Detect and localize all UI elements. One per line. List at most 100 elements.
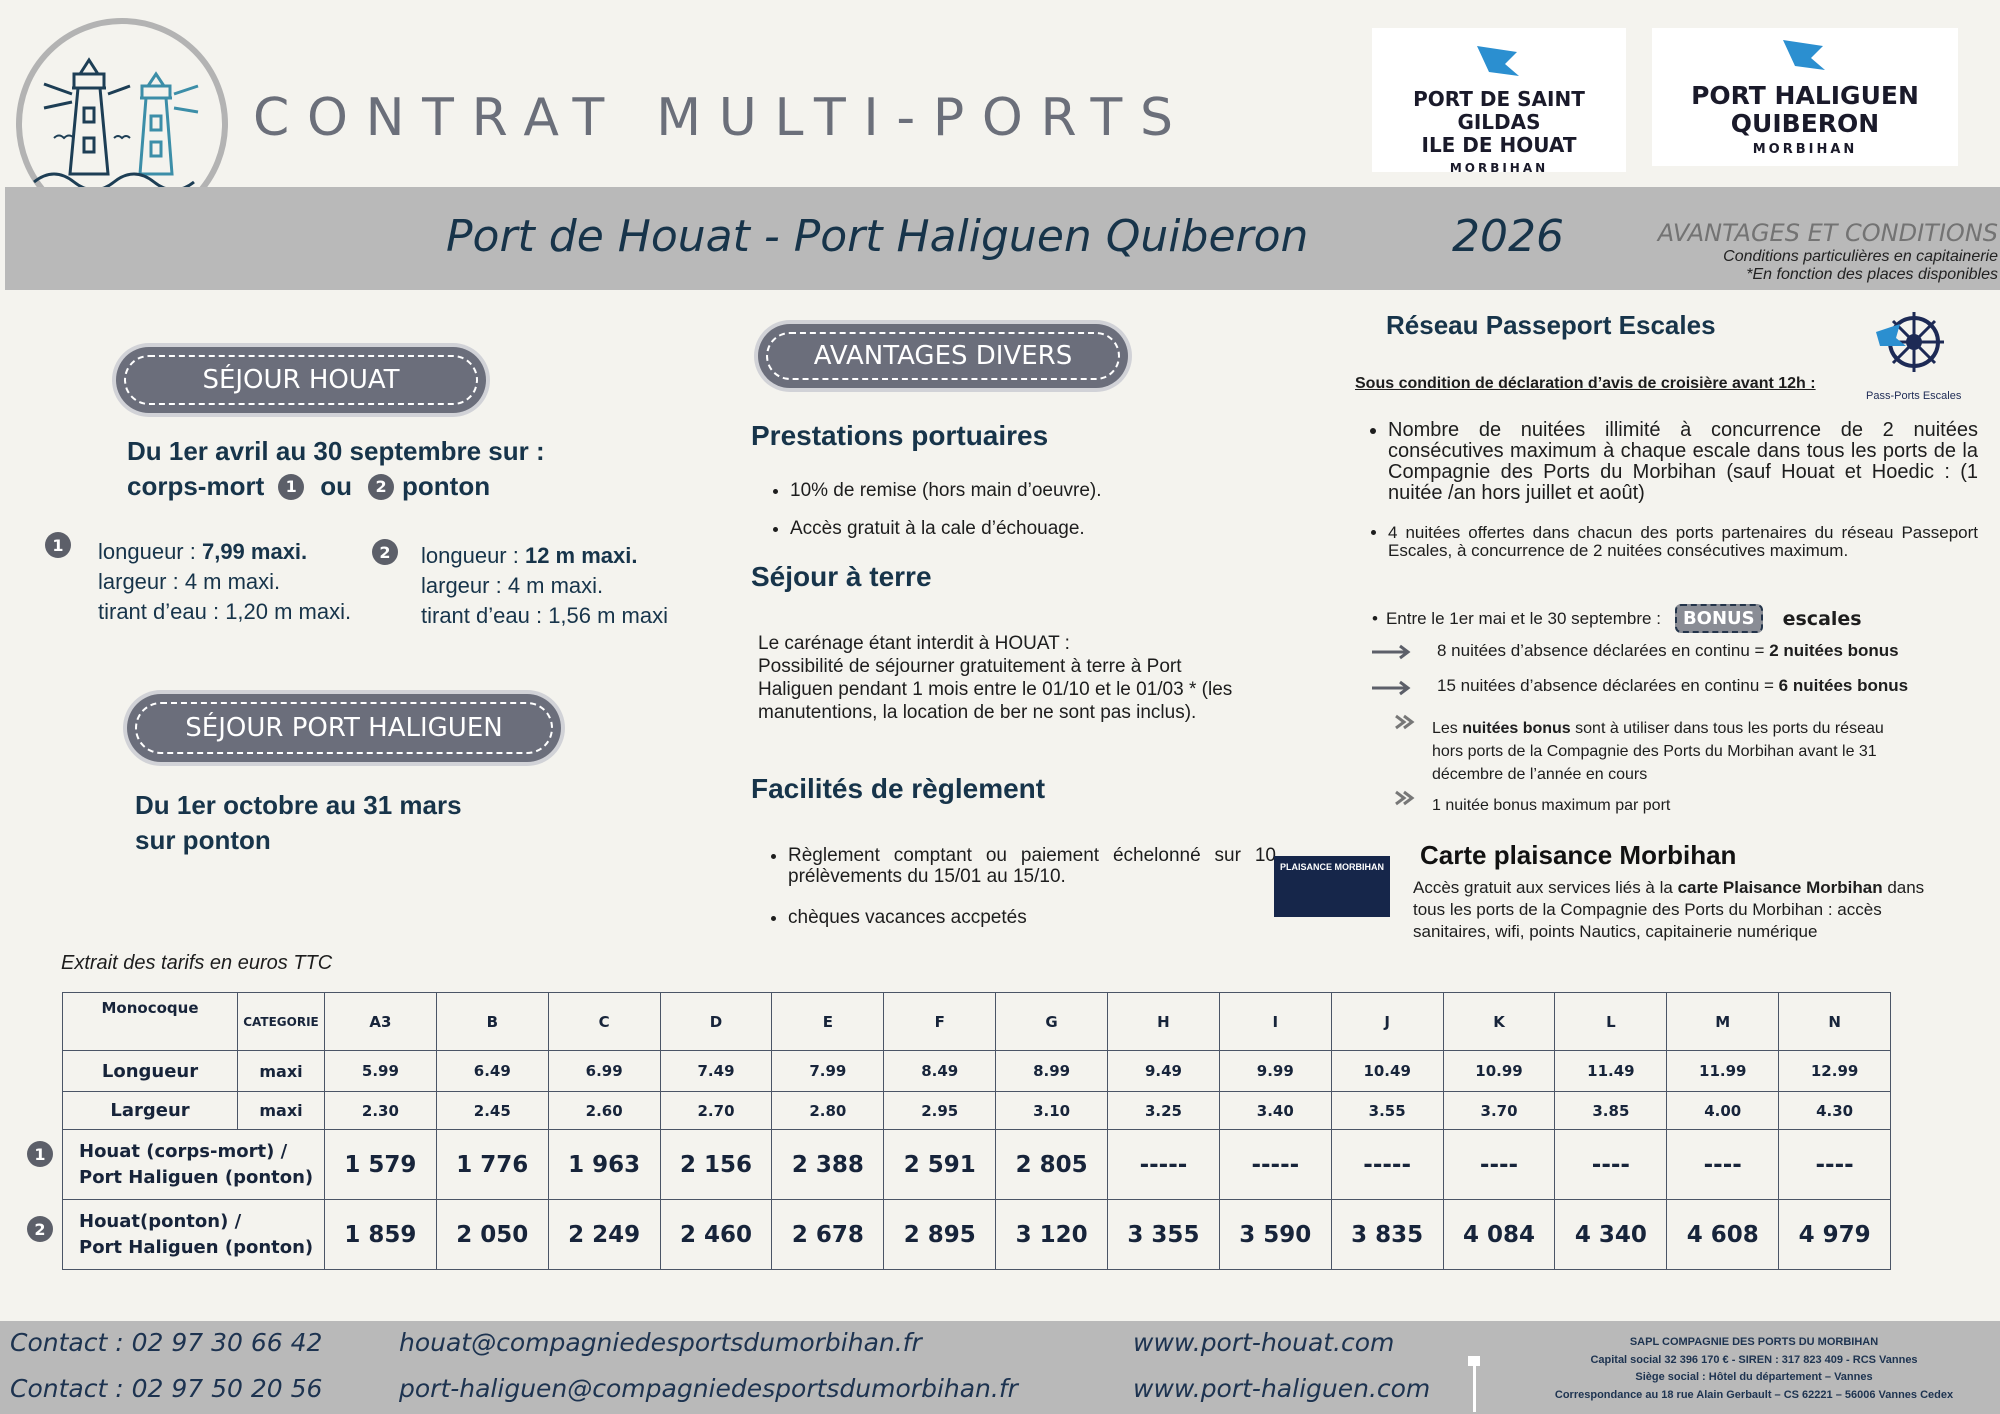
banner [5, 187, 2000, 290]
paragraph: Le carénage étant interdit à HOUAT : [758, 633, 1070, 654]
price: 2 249 [547, 1199, 661, 1270]
dimension-value: 11.99 [1666, 1050, 1780, 1092]
text: largeur : 4 m maxi. [421, 573, 604, 598]
pill-label: AVANTAGES DIVERS [813, 341, 1073, 371]
bonus-badge: BONUS [1674, 604, 1763, 633]
column-header: I [1218, 992, 1332, 1051]
dimension-value: 3.85 [1554, 1091, 1668, 1130]
passeport-logo-text: Pass-Ports Escales [1866, 390, 1962, 402]
label-line: Port Haliguen (ponton) [79, 1166, 314, 1188]
label-line: Houat (corps-mort) / [79, 1140, 288, 1162]
carte-text: Accès gratuit aux services liés à la car… [1413, 877, 1938, 943]
row-unit: maxi [237, 1050, 325, 1092]
price: ----- [1218, 1129, 1332, 1200]
dimension-value: 6.99 [547, 1050, 661, 1092]
tariff-table: Monocoque CATEGORIE A3 B C D E F G H I J K L M N Longueu… [62, 992, 1892, 1270]
list-item: Accès gratuit à la cale d’échouage. [790, 510, 1102, 548]
text: 8 nuitées d’absence déclarées en continu… [1437, 641, 1770, 660]
column-header: Monocoque [62, 992, 238, 1051]
logo-haliguen: PORT HALIGUEN QUIBERON MORBIHAN [1652, 28, 1958, 166]
price: 2 591 [883, 1129, 997, 1200]
mooring-line: corps-mort 1 ou 2 ponton [127, 471, 490, 502]
table-caption: Extrait des tarifs en euros TTC [61, 952, 333, 974]
marker: 2 [27, 1216, 53, 1242]
text: largeur : 4 m maxi. [98, 569, 281, 594]
footer [0, 1321, 2000, 1414]
text: tirant d’eau : 1,56 m maxi [421, 603, 669, 628]
price: 4 979 [1778, 1199, 1892, 1270]
dimension-value: 8.99 [995, 1050, 1109, 1092]
line: tirant d’eau : 1,20 m maxi. [98, 597, 351, 627]
section-pill: AVANTAGES DIVERS [758, 324, 1128, 388]
price: ----- [1330, 1129, 1444, 1200]
column-header: B [435, 992, 549, 1051]
column-header: A3 [324, 992, 437, 1051]
column-header: G [995, 992, 1109, 1051]
dimension-value: 7.49 [659, 1050, 773, 1092]
price: 2 156 [659, 1129, 773, 1200]
dimension-value: 3.70 [1442, 1091, 1556, 1130]
carte-image-text: PLAISANCE MORBIHAN [1280, 862, 1385, 872]
dimension-value: 8.49 [883, 1050, 997, 1092]
text: 15 nuitées d’absence déclarées en contin… [1437, 676, 1779, 695]
price: 3 120 [995, 1199, 1109, 1270]
mooring: ponton [402, 471, 491, 501]
flag-icon [1783, 40, 1825, 70]
line: largeur : 4 m maxi. [421, 571, 668, 601]
column-header: K [1442, 992, 1556, 1051]
list-item: chèques vacances accpetés [788, 907, 1276, 928]
logo-region: MORBIHAN [1449, 161, 1549, 175]
row-label: Houat(ponton) / Port Haliguen (ponton) [62, 1199, 325, 1270]
text: longueur : [421, 543, 525, 568]
price: 4 608 [1666, 1199, 1780, 1270]
legal-line: SAPL COMPAGNIE DES PORTS DU MORBIHAN [1629, 1336, 1879, 1348]
dimension-value: 9.99 [1218, 1050, 1332, 1092]
column-header: M [1666, 992, 1780, 1051]
text: sont à utiliser dans tous les ports du r… [1432, 720, 1884, 783]
price: 3 835 [1330, 1199, 1444, 1270]
dimension-value: 4.00 [1666, 1091, 1780, 1130]
contact-phone: Contact : 02 97 30 66 42 [10, 1328, 323, 1357]
bold-text: 6 nuitées bonus [1778, 676, 1909, 695]
list-item: 4 nuitées offertes dans chacun des ports… [1388, 524, 1978, 560]
text: longueur : [98, 539, 202, 564]
label-line: Port Haliguen (ponton) [79, 1236, 314, 1258]
period: sur ponton [135, 825, 271, 855]
price: 3 355 [1107, 1199, 1220, 1270]
price: 4 084 [1442, 1199, 1556, 1270]
note: 1 nuitée bonus maximum par port [1432, 797, 1670, 815]
price: 2 460 [659, 1199, 773, 1270]
dimension-value: 5.99 [324, 1050, 437, 1092]
price: 2 050 [435, 1199, 549, 1270]
column-header: F [883, 992, 997, 1051]
pill-label: SÉJOUR PORT HALIGUEN [185, 713, 503, 743]
dimension-value: 3.55 [1330, 1091, 1444, 1130]
dimension-value: 6.49 [435, 1050, 549, 1092]
conditions-note: Conditions particulières en capitainerie [1723, 248, 1998, 265]
line: longueur : 12 m maxi. [421, 541, 668, 571]
carte-image: PLAISANCE MORBIHAN [1274, 856, 1390, 917]
option-lines: longueur : 12 m maxi. largeur : 4 m maxi… [421, 541, 668, 631]
bold-text: 7,99 maxi. [201, 539, 308, 564]
bold-text: 2 nuitées bonus [1769, 641, 1899, 660]
dimension-value: 10.99 [1442, 1050, 1556, 1092]
option-lines: longueur : 7,99 maxi. largeur : 4 m maxi.… [98, 537, 351, 627]
period: Du 1er avril au 30 septembre sur : [127, 436, 545, 466]
arrow-icons [1372, 644, 1411, 696]
price-row: Houat (corps-mort) / Port Haliguen (ponto… [62, 1129, 1892, 1200]
column-header: H [1107, 992, 1220, 1051]
banner-year: 2026 [1452, 211, 1564, 262]
logo-region: MORBIHAN [1752, 142, 1858, 157]
price: ---- [1554, 1129, 1668, 1200]
legal-block: SAPL COMPAGNIE DES PORTS DU MORBIHAN Cap… [1524, 1334, 1984, 1404]
subheading: Séjour à terre [751, 561, 932, 592]
text: tirant d’eau : 1,20 m maxi. [98, 599, 352, 624]
bold-text: 12 m maxi. [524, 543, 638, 568]
contact-email: houat@compagniedesportsdumorbihan.fr [399, 1328, 922, 1357]
passeport-icon [1876, 312, 1944, 372]
bonus-word: escales [1782, 607, 1862, 630]
price: 1 859 [324, 1199, 437, 1270]
list: 10% de remise (hors main d’oeuvre). Accè… [760, 472, 1102, 548]
logo-houat: PORT DE SAINT GILDAS ILE DE HOUAT MORBIH… [1372, 28, 1626, 175]
dimension-value: 2.70 [659, 1091, 773, 1130]
